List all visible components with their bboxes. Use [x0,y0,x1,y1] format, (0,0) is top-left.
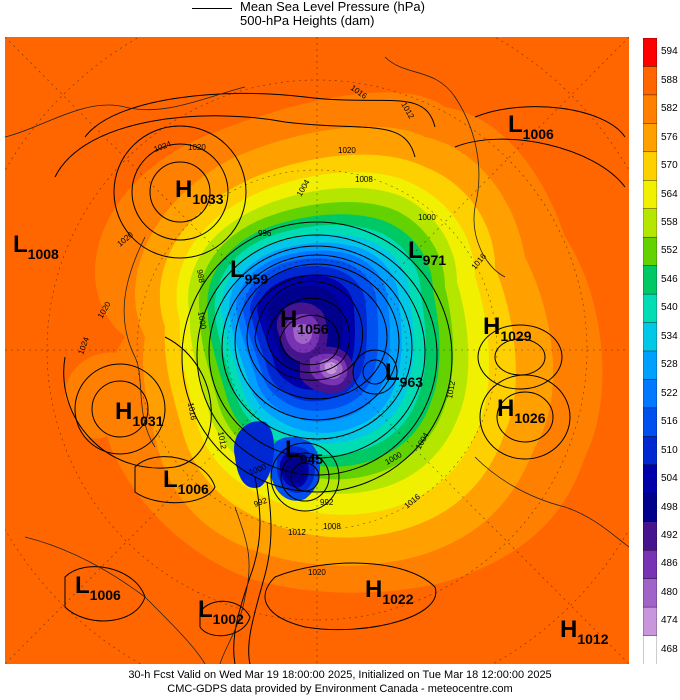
isobar-label: 1020 [188,143,206,152]
legend-mslp-label: Mean Sea Level Pressure (hPa) [240,0,425,14]
colorbar-swatch [643,180,657,210]
colorbar-swatch [643,208,657,238]
colorbar-tick-label: 468 [661,643,678,655]
low-959-label: L959 [230,256,268,287]
colorbar-tick-label: 576 [661,131,678,143]
colorbar-swatch [643,236,657,267]
colorbar-swatch [643,265,657,295]
colorbar-tick-label: 504 [661,473,678,484]
isobar-label: 988 [195,269,206,284]
low-1008-west-label: L1008 [13,231,59,262]
isobar-label: 1000 [196,311,208,331]
high-1022-label: H1022 [365,576,414,607]
colorbar-swatch [643,151,657,181]
colorbar-swatch [643,464,657,494]
colorbar-swatch [643,94,657,125]
forecast-map: 1016 1012 1024 1020 1020 1008 1004 1000 … [5,37,629,664]
colorbar-tick-label: 552 [661,245,678,257]
low-963-label: L963 [385,359,423,390]
colorbar-swatch [643,578,657,608]
isobar-label: 1020 [338,146,356,155]
colorbar-tick-label: 516 [661,416,678,428]
high-1056-label: H1056 [280,306,329,337]
colorbar-swatch [643,493,657,523]
colorbar-swatch [643,549,657,580]
colorbar-swatch [643,66,657,96]
colorbar-tick-label: 534 [661,330,678,342]
colorbar-tick-label: 558 [661,217,678,228]
colorbar-tick-label: 492 [661,530,678,541]
colorbar-tick-label: 510 [661,444,678,456]
low-945-label: L945 [285,436,323,467]
colorbar-swatch [643,38,657,68]
colorbar-tick-label: 582 [661,103,678,115]
colorbar-tick-label: 498 [661,501,678,513]
colorbar-swatch [643,521,657,551]
colorbar-swatch [643,635,657,664]
colorbar-tick-label: 486 [661,558,678,570]
low-1006-southwest-label: L1006 [75,572,121,603]
high-1012-label: H1012 [560,616,609,647]
colorbar-swatch [643,379,657,409]
pressure-centers: L1006 H1033 L1008 L971 L959 H1056 H1029 … [13,111,609,647]
low-971-label: L971 [408,237,446,268]
colorbar-tick-label: 522 [661,387,678,399]
isobar-label: 1012 [216,431,228,451]
colorbar-tick-label: 474 [661,615,678,627]
colorbar-swatch [643,606,657,637]
colorbar-swatch [643,123,657,153]
isobar-legend-line [192,8,232,9]
colorbar-tick-label: 546 [661,273,678,285]
low-1006-center-label: L1006 [163,466,209,497]
isobar-label: 1012 [445,380,457,400]
colorbar-swatch [643,293,657,324]
colorbar-swatch [643,350,657,381]
colorbar-tick-label: 528 [661,359,678,371]
forecast-valid-caption: 30-h Fcst Valid on Wed Mar 19 18:00:00 2… [128,669,552,681]
isobar-label: 1016 [186,402,198,422]
high-1033-label: H1033 [175,176,224,207]
data-source-caption: CMC-GDPS data provided by Environment Ca… [167,683,513,695]
coastlines [5,56,629,664]
colorbar-tick-label: 570 [661,160,678,171]
isobar-label: 1000 [418,213,436,222]
isobar-label: 1008 [323,522,341,531]
isobar-label: 1012 [288,528,306,537]
high-1029-label: H1029 [483,313,532,344]
isobar-label: 992 [320,498,334,507]
colorbar-swatch [643,322,657,352]
high-1026-label: H1026 [497,395,546,426]
low-1002-label: L1002 [198,596,244,627]
isobar-label: 1020 [308,568,326,577]
colorbar-swatch [643,407,657,438]
height-colorbar [643,38,657,664]
low-1006-east-label: L1006 [508,111,554,142]
graticule [5,37,629,664]
isobar-label: 1008 [355,175,373,184]
colorbar-swatch [643,436,657,466]
isobar-label: 996 [258,229,272,238]
high-1031-label: H1031 [115,398,164,429]
colorbar-tick-label: 564 [661,188,678,200]
colorbar-tick-label: 588 [661,74,678,86]
legend-heights-label: 500-hPa Heights (dam) [240,13,375,28]
isobar-label: 992 [253,496,269,509]
colorbar-tick-label: 480 [661,586,678,598]
colorbar-tick-label: 540 [661,302,678,314]
colorbar-tick-label: 594 [661,46,678,58]
